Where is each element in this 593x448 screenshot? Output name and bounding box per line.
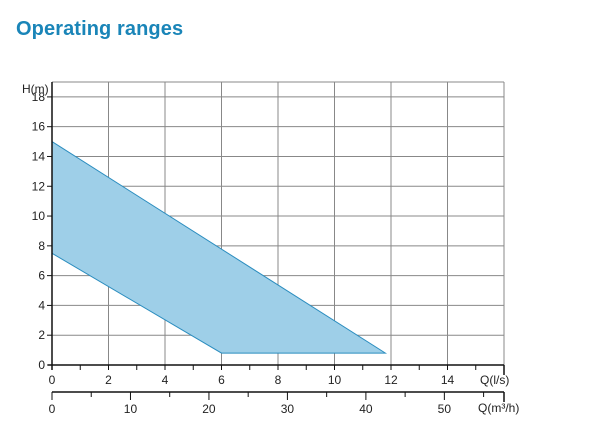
secondary-x-tick-label: 30 xyxy=(281,402,295,416)
secondary-x-axis-label: Q(m³/h) xyxy=(478,401,519,415)
operating-region xyxy=(51,140,388,354)
y-tick-label: 12 xyxy=(32,179,46,193)
chart-labels: 0 2 4 6 8 10 12 14 16 18 0 2 4 6 8 10 12 14 0 10 20 30 40 50 H(m… xyxy=(22,82,519,416)
x-tick-label: 14 xyxy=(441,373,455,387)
x-tick-label: 10 xyxy=(328,373,342,387)
x-tick-label: 12 xyxy=(384,373,398,387)
secondary-x-tick-label: 50 xyxy=(438,402,452,416)
y-tick-label: 14 xyxy=(32,149,46,163)
y-tick-label: 6 xyxy=(38,269,45,283)
y-tick-label: 10 xyxy=(32,209,46,223)
y-tick-label: 2 xyxy=(38,328,45,342)
secondary-x-tick-label: 0 xyxy=(49,402,56,416)
y-tick-label: 18 xyxy=(32,90,46,104)
secondary-x-tick-label: 20 xyxy=(202,402,216,416)
chart-ticks xyxy=(47,96,505,400)
chart-axes xyxy=(48,82,505,402)
y-tick-label: 0 xyxy=(38,358,45,372)
x-tick-label: 6 xyxy=(218,373,225,387)
x-tick-label: 0 xyxy=(49,373,56,387)
x-tick-label: 4 xyxy=(162,373,169,387)
page-title: Operating ranges xyxy=(16,18,184,40)
secondary-x-tick-label: 10 xyxy=(124,402,138,416)
y-tick-label: 16 xyxy=(32,120,46,134)
x-tick-label: 2 xyxy=(105,373,112,387)
x-axis-label: Q(l/s) xyxy=(480,373,509,387)
secondary-x-tick-label: 40 xyxy=(359,402,373,416)
y-tick-label: 8 xyxy=(38,239,45,253)
y-axis-label: H(m) xyxy=(22,82,49,96)
y-tick-label: 4 xyxy=(38,298,45,312)
x-tick-label: 8 xyxy=(275,373,282,387)
